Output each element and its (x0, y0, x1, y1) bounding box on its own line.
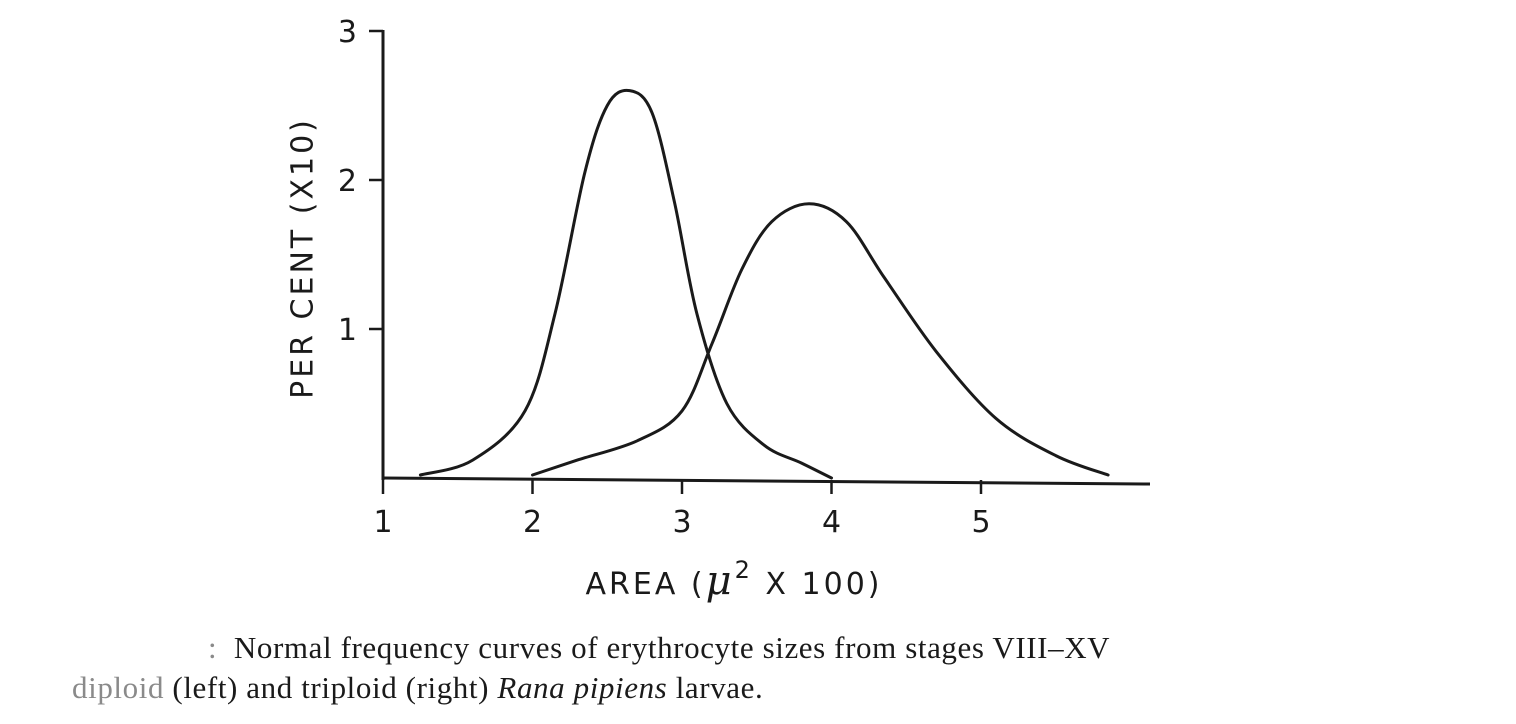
diploid-curve (418, 88, 833, 480)
x-tick-label: 5 (971, 505, 990, 540)
y-tick-label: 3 (338, 15, 357, 50)
caption-diploid-word: diploid (72, 670, 165, 705)
x-tick-label: 3 (672, 505, 691, 540)
triploid-curve (531, 202, 1110, 477)
series-curves (418, 88, 1110, 480)
x-axis-label-mu: μ (706, 558, 735, 604)
y-tick-label: 1 (338, 313, 357, 348)
y-axis-label: PER CENT (X10) (286, 117, 321, 399)
x-tick-label: 1 (373, 505, 392, 540)
x-axis-label-suffix: X 100) (753, 567, 883, 602)
x-tick-label: 2 (523, 505, 542, 540)
caption-line-2-end: larvae. (675, 670, 764, 705)
caption-lead-mark: : (208, 630, 218, 665)
caption-line-2-middle: (left) and triploid (right) (172, 670, 490, 705)
x-tick-label: 4 (822, 505, 841, 540)
chart-axes (381, 30, 1151, 486)
caption-line-1: : Normal frequency curves of erythrocyte… (72, 628, 1372, 668)
x-axis-label: AREA (μ2 X 100) (586, 556, 883, 604)
x-axis-label-prefix: AREA ( (586, 567, 706, 602)
y-tick-label: 2 (338, 164, 357, 199)
figure-caption: : Normal frequency curves of erythrocyte… (72, 628, 1372, 708)
x-axis-label-exponent: 2 (735, 556, 753, 584)
caption-line-2: diploid (left) and triploid (right) Rana… (72, 668, 1372, 708)
axis-ticks: 1 2 3 4 5 1 2 3 (338, 15, 991, 540)
x-axis-line (382, 476, 1151, 486)
caption-line-1-text: Normal frequency curves of erythrocyte s… (233, 630, 1111, 665)
caption-species-name: Rana pipiens (497, 670, 668, 705)
